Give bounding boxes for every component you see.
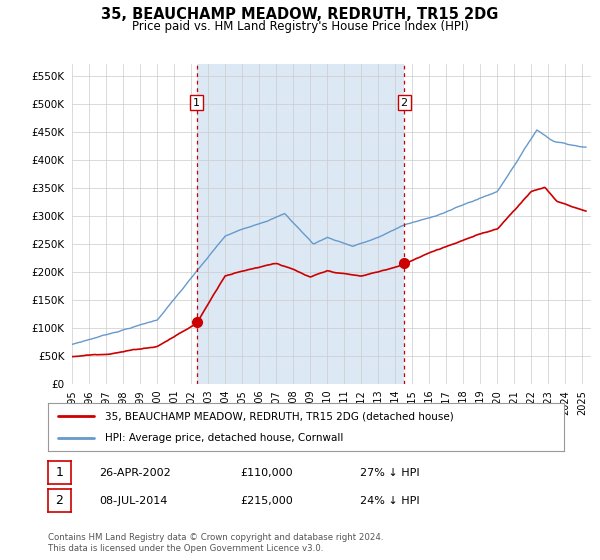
Text: Price paid vs. HM Land Registry's House Price Index (HPI): Price paid vs. HM Land Registry's House …: [131, 20, 469, 32]
Text: Contains HM Land Registry data © Crown copyright and database right 2024.
This d: Contains HM Land Registry data © Crown c…: [48, 533, 383, 553]
Text: 08-JUL-2014: 08-JUL-2014: [99, 496, 167, 506]
Text: 24% ↓ HPI: 24% ↓ HPI: [360, 496, 419, 506]
Text: HPI: Average price, detached house, Cornwall: HPI: Average price, detached house, Corn…: [105, 433, 343, 443]
Text: 1: 1: [193, 97, 200, 108]
Text: 2: 2: [55, 494, 64, 507]
Text: 27% ↓ HPI: 27% ↓ HPI: [360, 468, 419, 478]
Text: 35, BEAUCHAMP MEADOW, REDRUTH, TR15 2DG: 35, BEAUCHAMP MEADOW, REDRUTH, TR15 2DG: [101, 7, 499, 22]
Text: 35, BEAUCHAMP MEADOW, REDRUTH, TR15 2DG (detached house): 35, BEAUCHAMP MEADOW, REDRUTH, TR15 2DG …: [105, 411, 454, 421]
Text: 26-APR-2002: 26-APR-2002: [99, 468, 171, 478]
Bar: [197, 64, 404, 384]
Text: 2: 2: [401, 97, 408, 108]
Text: 1: 1: [55, 466, 64, 479]
Text: £110,000: £110,000: [240, 468, 293, 478]
Text: £215,000: £215,000: [240, 496, 293, 506]
